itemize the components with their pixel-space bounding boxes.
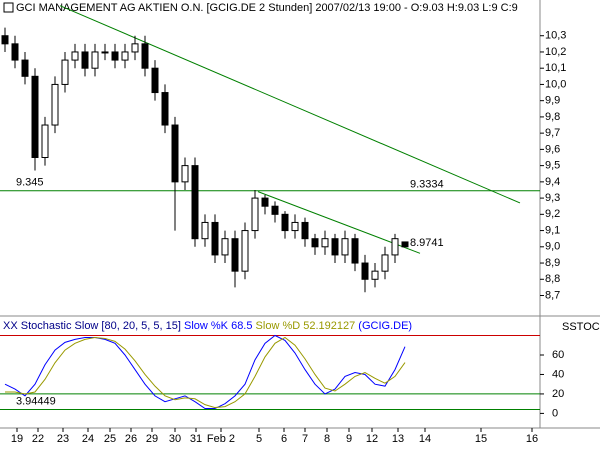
y-tick-label: 9,5 <box>545 160 560 172</box>
candle-body <box>121 51 129 61</box>
candle-body <box>331 238 339 256</box>
candle-body <box>231 238 239 272</box>
x-tick-label: 25 <box>104 433 116 445</box>
candle-body <box>71 51 79 61</box>
y-tick-label: 0 <box>552 407 558 419</box>
candle-body <box>391 238 399 256</box>
trendline <box>59 5 521 204</box>
x-tick-label: 7 <box>302 433 308 445</box>
x-tick-label: 15 <box>475 433 487 445</box>
y-tick-label: 9,8 <box>545 111 560 123</box>
panel-title-part: Slow %K 68.5 <box>184 320 252 332</box>
candle-body <box>351 238 359 264</box>
candle-body <box>271 205 279 215</box>
candle-body <box>321 238 329 248</box>
candle-body <box>311 238 319 248</box>
y-tick-label: 20 <box>552 388 564 400</box>
candle-body <box>101 51 109 54</box>
x-tick-label: 9 <box>346 433 352 445</box>
candle-body <box>211 221 219 256</box>
y-tick-label: 9,7 <box>545 127 560 139</box>
y-tick-label: 9,6 <box>545 143 560 155</box>
candle-body <box>191 165 199 240</box>
candle-body <box>41 124 49 158</box>
x-tick-label: 13 <box>392 433 404 445</box>
candle-body <box>181 165 189 183</box>
x-tick-label: 14 <box>419 433 431 445</box>
x-tick-label: 26 <box>125 433 137 445</box>
x-tick-label: 5 <box>256 433 262 445</box>
stochastic-line <box>5 336 406 409</box>
candle-body <box>301 221 309 240</box>
x-tick-label: 23 <box>57 433 69 445</box>
y-tick-label: 10,2 <box>545 46 566 58</box>
candle-body <box>151 67 159 94</box>
axis-label: SSTOC <box>562 321 600 333</box>
y-tick-label: 10,1 <box>545 62 566 74</box>
candle-body <box>201 221 209 240</box>
x-tick-label: 8 <box>324 433 330 445</box>
panel-title: XX Stochastic Slow [80, 20, 5, 5, 15] Sl… <box>3 320 412 332</box>
candle-body <box>261 197 269 207</box>
candle-body <box>161 92 169 126</box>
candle-body <box>241 230 249 272</box>
y-tick-label: 8,8 <box>545 273 560 285</box>
candle-body <box>91 51 99 69</box>
candle-body <box>51 83 59 126</box>
candle-body <box>341 238 349 256</box>
x-tick-label: 24 <box>82 433 94 445</box>
panel-title-part: Slow %D 52.192127 <box>256 320 356 332</box>
candle-body <box>361 262 369 280</box>
x-tick-label: 6 <box>281 433 287 445</box>
candle-body <box>21 59 29 77</box>
chart-title: GCI MANAGEMENT AG AKTIEN O.N. [GCIG.DE 2… <box>16 2 518 14</box>
x-tick-label: 19 <box>11 433 23 445</box>
candle-body <box>131 43 139 53</box>
candle-body <box>81 51 89 69</box>
candle-body <box>221 238 229 256</box>
candle-body <box>291 221 299 232</box>
x-tick-label: Feb 2 <box>207 433 235 445</box>
candle-body <box>401 241 409 248</box>
x-tick-label: 16 <box>526 433 538 445</box>
y-tick-label: 9,4 <box>545 176 560 188</box>
y-tick-label: 40 <box>552 368 564 380</box>
x-tick-label: 30 <box>169 433 181 445</box>
candle-body <box>381 254 389 272</box>
level-label: 3.94449 <box>16 395 56 407</box>
annotation: 9.3334 <box>410 179 444 191</box>
y-tick-label: 9,3 <box>545 192 560 204</box>
panel-title-part: (GCIG.DE) <box>358 320 412 332</box>
candle-body <box>251 197 259 232</box>
annotation: 8.9741 <box>410 237 444 249</box>
horizontal-line-label: 9.345 <box>16 177 44 189</box>
y-tick-label: 9,2 <box>545 208 560 220</box>
panel-title-part: XX Stochastic Slow [80, 20, 5, 5, 15] <box>3 320 181 332</box>
candle-body <box>1 35 9 45</box>
y-tick-label: 10,3 <box>545 30 566 42</box>
x-tick-label: 29 <box>146 433 158 445</box>
candle-body <box>281 213 289 232</box>
y-tick-label: 9,1 <box>545 224 560 236</box>
y-tick-label: 8,7 <box>545 289 560 301</box>
y-tick-label: 9,0 <box>545 241 560 253</box>
candle-body <box>11 43 19 61</box>
y-tick-label: 10,0 <box>545 78 566 90</box>
candle-body <box>171 124 179 183</box>
y-tick-label: 60 <box>552 349 564 361</box>
y-tick-label: 9,9 <box>545 95 560 107</box>
candle-body <box>371 270 379 280</box>
symbol-icon <box>3 2 14 13</box>
stochastic-line <box>4 334 406 410</box>
candle-body <box>111 51 119 61</box>
x-tick-label: 31 <box>190 433 202 445</box>
y-tick-label: 8,9 <box>545 257 560 269</box>
x-tick-label: 12 <box>366 433 378 445</box>
candle-body <box>61 59 69 85</box>
x-tick-label: 22 <box>32 433 44 445</box>
candle-body <box>31 75 39 158</box>
candle-body <box>141 43 149 69</box>
